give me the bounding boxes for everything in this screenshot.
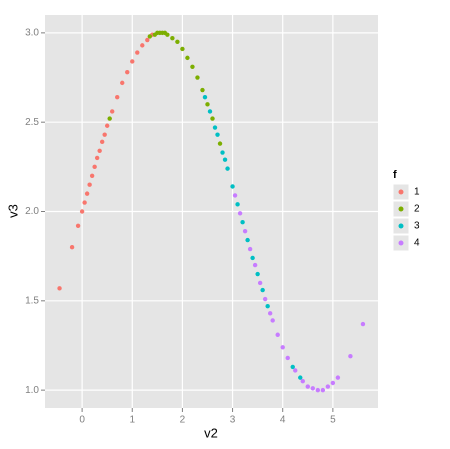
point [107,116,112,121]
point [242,228,248,234]
point [267,311,273,316]
point [87,182,92,187]
point [257,280,263,286]
point [215,132,220,137]
point [217,141,223,146]
point [170,36,175,41]
point [293,368,298,373]
point [57,286,62,291]
point [220,150,225,155]
point [97,148,102,153]
legend-label: 4 [414,238,420,249]
x-tick-label: 2 [180,415,186,426]
point [145,37,150,43]
point [305,384,310,389]
point [330,380,336,386]
point [247,246,253,252]
point [348,353,353,359]
point [79,209,85,214]
point [222,157,228,162]
point [195,75,200,80]
point [104,123,110,128]
point [190,64,195,70]
point [75,223,81,228]
point [250,255,255,261]
point [89,173,95,178]
point [270,318,275,323]
point [325,384,331,389]
x-tick-label: 4 [280,415,286,426]
legend-label: 3 [414,221,420,232]
legend-marker [398,223,404,229]
point [202,94,208,100]
point [115,94,120,100]
legend-label: 2 [414,204,420,215]
point [180,46,185,52]
point [94,155,100,161]
point [69,245,75,250]
point [130,59,135,64]
legend-marker [398,240,404,246]
y-axis-label: v3 [5,204,20,218]
point [360,321,366,327]
point [99,139,105,145]
point [300,379,305,384]
legend-marker [398,206,404,212]
point [207,109,213,114]
point [175,39,180,44]
point [205,102,210,107]
point [165,32,170,37]
point [245,237,250,243]
point [135,50,140,55]
point [290,364,295,370]
point [125,69,130,75]
point [310,386,316,391]
legend-marker [398,189,404,195]
point [280,345,285,350]
point [82,200,87,205]
point [92,164,97,170]
point [315,387,321,393]
legend-label: 1 [414,187,420,198]
y-tick-label: 2.0 [25,206,39,217]
point [335,375,341,380]
y-tick-label: 1.0 [25,385,39,396]
legend-title: f [393,169,397,181]
point [320,387,326,393]
point [285,355,290,361]
point [252,262,258,268]
point [120,80,125,86]
x-tick-label: 1 [129,415,135,426]
x-tick-label: 3 [230,415,236,426]
point [140,43,145,48]
point [275,332,280,337]
point [200,87,205,93]
x-tick-label: 0 [79,415,85,426]
y-tick-label: 2.5 [25,117,39,128]
y-tick-label: 3.0 [25,28,39,39]
point [232,193,238,198]
point [225,166,230,171]
x-axis-label: v2 [204,425,218,440]
point [235,202,240,207]
point [110,109,115,114]
point [262,296,268,302]
point [210,116,215,121]
point [260,287,265,293]
point [298,375,303,380]
point [185,55,190,61]
point [102,132,107,137]
point [212,125,218,130]
point [255,271,260,277]
point [237,211,243,216]
point [230,184,235,189]
x-tick-label: 5 [330,415,336,426]
point [240,220,245,225]
point [147,34,153,39]
y-tick-label: 1.5 [25,295,39,306]
point [265,303,270,309]
point [84,191,90,196]
